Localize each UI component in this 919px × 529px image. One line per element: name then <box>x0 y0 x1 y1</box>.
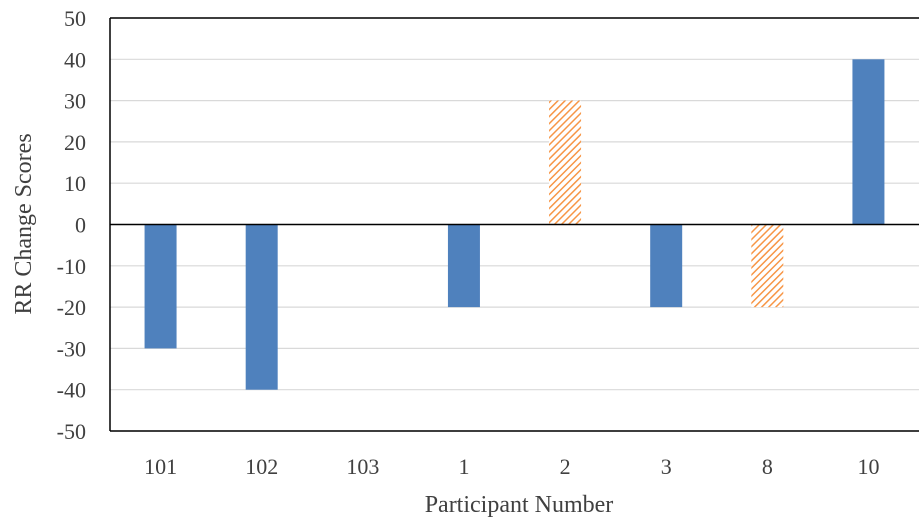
y-tick-label: 40 <box>64 47 86 72</box>
bar-102 <box>245 224 278 390</box>
y-tick-label: 50 <box>64 6 86 31</box>
axes <box>109 17 919 432</box>
y-tick-label: 30 <box>64 89 86 114</box>
y-tick-label: 20 <box>64 130 86 155</box>
y-tick-label: 10 <box>64 171 86 196</box>
bar-2 <box>549 100 582 225</box>
x-tick-label: 3 <box>661 454 672 479</box>
bar-8 <box>751 224 784 308</box>
bar-10 <box>852 59 885 225</box>
x-axis-title: Participant Number <box>425 492 614 518</box>
y-tick-label: 0 <box>75 213 86 238</box>
y-tick-label: -10 <box>57 254 86 279</box>
x-tick-label: 101 <box>144 454 177 479</box>
bar-3 <box>650 224 683 308</box>
x-tick-label: 8 <box>762 454 773 479</box>
y-tick-label: -30 <box>57 336 86 361</box>
bar-101 <box>144 224 177 349</box>
y-tick-label: -50 <box>57 419 86 444</box>
bars <box>144 59 885 390</box>
y-tick-label: -20 <box>57 295 86 320</box>
y-tick-label: -40 <box>57 378 86 403</box>
x-tick-label: 102 <box>245 454 278 479</box>
x-tick-label: 2 <box>560 454 571 479</box>
y-axis-title: RR Change Scores <box>11 133 37 314</box>
x-tick-label: 10 <box>857 454 879 479</box>
x-tick-label: 1 <box>458 454 469 479</box>
tick-labels: -50 -40 -30 -20 -10 0 10 20 30 40 50 101 102 103 1 2 3 8 1… <box>57 6 880 479</box>
bar-1 <box>447 224 480 308</box>
x-tick-label: 103 <box>346 454 379 479</box>
